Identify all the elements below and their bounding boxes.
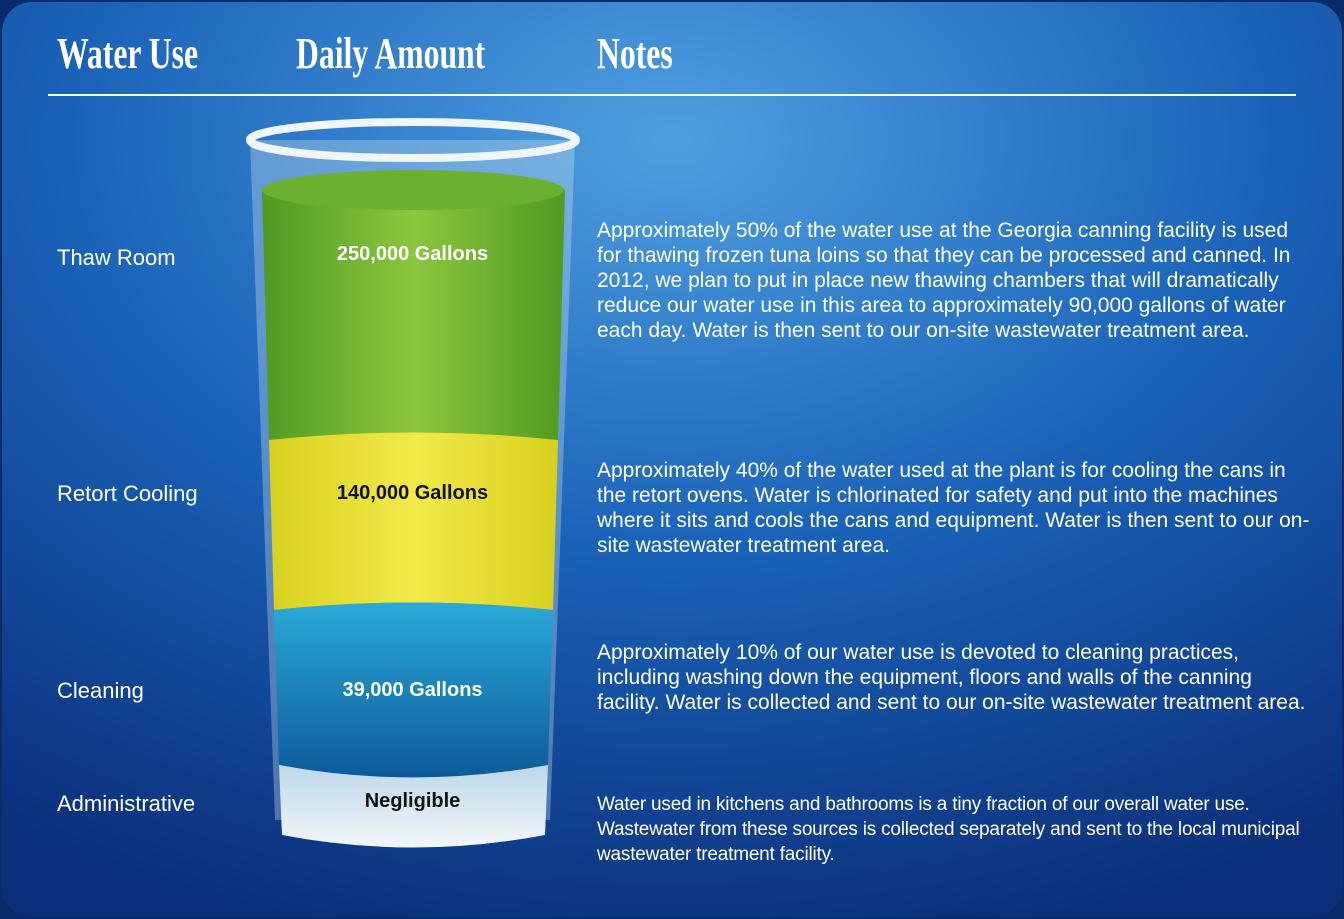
amount-label: 250,000 Gallons bbox=[336, 243, 489, 265]
glass-base bbox=[279, 765, 548, 848]
use-label: Cleaning bbox=[57, 678, 144, 703]
note: Approximately 40% of the water used at t… bbox=[597, 459, 1310, 557]
use-label: Retort Cooling bbox=[57, 481, 198, 506]
note: Approximately 10% of our water use is de… bbox=[597, 641, 1306, 714]
note: Water used in kitchens and bathrooms is … bbox=[597, 794, 1300, 865]
glass-rim bbox=[246, 118, 580, 162]
amount-label: 39,000 Gallons bbox=[342, 679, 483, 701]
header-column: Daily Amount bbox=[296, 29, 486, 78]
amount-label: Negligible bbox=[364, 790, 461, 812]
note: Approximately 50% of the water use at th… bbox=[597, 219, 1291, 342]
use-label: Administrative bbox=[57, 791, 196, 816]
retort-layer bbox=[269, 432, 558, 610]
use-label: Thaw Room bbox=[57, 245, 176, 270]
thaw-layer bbox=[262, 190, 565, 440]
header-column: Water Use bbox=[57, 29, 199, 78]
header-column: Notes bbox=[597, 29, 673, 78]
amount-label: 140,000 Gallons bbox=[336, 482, 489, 504]
cleaning-layer bbox=[274, 602, 553, 778]
liquid-top bbox=[262, 170, 564, 210]
